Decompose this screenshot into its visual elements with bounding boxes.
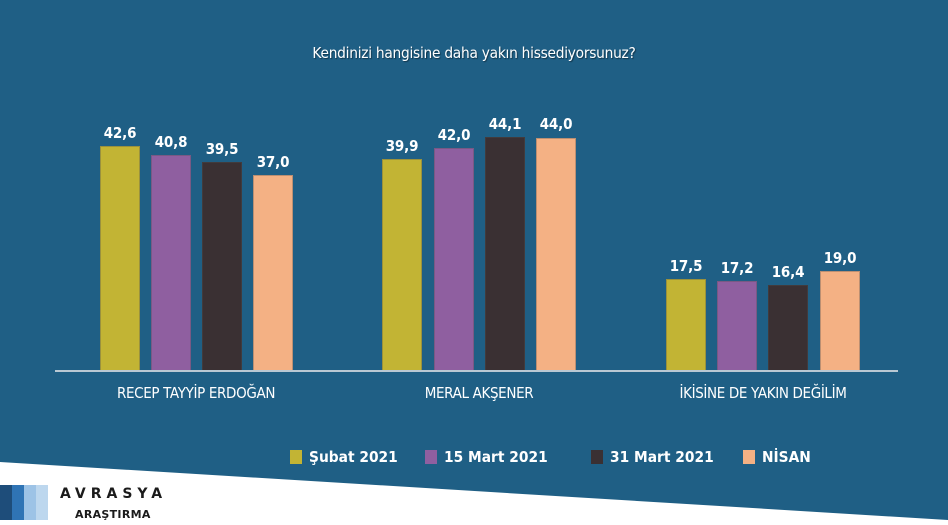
legend-swatch <box>290 450 302 464</box>
bar-subat-aksener <box>382 159 422 371</box>
bar-15mart-ikisine <box>717 281 757 371</box>
data-label: 39,9 <box>385 137 419 155</box>
x-axis-line <box>55 370 898 372</box>
category-label: RECEP TAYYİP ERDOĞAN <box>116 384 276 402</box>
legend-swatch <box>591 450 604 464</box>
category-label: MERAL AKŞENER <box>424 384 534 402</box>
category-label: İKİSİNE DE YAKIN DEĞİLİM <box>679 384 847 402</box>
legend-item-15mart: 15 Mart 2021 <box>425 448 557 466</box>
bar-nisan-erdogan <box>253 175 293 371</box>
data-label: 37,0 <box>256 153 290 171</box>
data-label: 39,5 <box>205 140 239 158</box>
data-label: 17,5 <box>669 257 703 275</box>
bar-nisan-aksener <box>536 138 576 371</box>
legend-item-nisan: NİSAN <box>742 448 815 466</box>
legend-item-subat: Şubat 2021 <box>290 448 405 466</box>
bar-subat-erdogan <box>100 146 140 371</box>
data-label: 44,1 <box>488 115 522 133</box>
legend-label: 15 Mart 2021 <box>444 448 549 466</box>
logo-block <box>0 485 12 520</box>
legend-item-31mart: 31 Mart 2021 <box>591 448 723 466</box>
data-label: 44,0 <box>539 115 573 133</box>
bar-subat-ikisine <box>666 279 706 371</box>
brand-logo-blocks <box>0 485 48 520</box>
data-label: 17,2 <box>720 259 754 277</box>
data-label: 42,6 <box>103 124 137 142</box>
logo-block <box>24 485 36 520</box>
data-label: 16,4 <box>771 263 805 281</box>
brand-subtitle: ARAŞTIRMA <box>75 508 151 521</box>
legend-swatch <box>742 450 755 464</box>
brand-name: AVRASYA <box>60 486 168 502</box>
chart-title: Kendinizi hangisine daha yakın hissediyo… <box>312 44 636 62</box>
legend-label: Şubat 2021 <box>309 448 398 466</box>
data-label: 42,0 <box>437 126 471 144</box>
logo-block <box>36 485 48 520</box>
data-label: 40,8 <box>154 133 188 151</box>
plot-area: 42,6 40,8 39,5 37,0 39,9 42,0 44,1 44,0 … <box>55 115 898 402</box>
bar-15mart-erdogan <box>151 155 191 371</box>
legend-label: NİSAN <box>761 448 811 466</box>
bar-31mart-ikisine <box>768 285 808 371</box>
bar-31mart-erdogan <box>202 162 242 371</box>
legend-label: 31 Mart 2021 <box>610 448 714 466</box>
data-label: 19,0 <box>823 249 857 267</box>
legend: Şubat 2021 15 Mart 2021 31 Mart 2021 NİS… <box>290 447 827 467</box>
bar-31mart-aksener <box>485 137 525 371</box>
legend-swatch <box>425 450 438 464</box>
bar-nisan-ikisine <box>820 271 860 371</box>
bar-15mart-aksener <box>434 148 474 371</box>
logo-block <box>12 485 24 520</box>
